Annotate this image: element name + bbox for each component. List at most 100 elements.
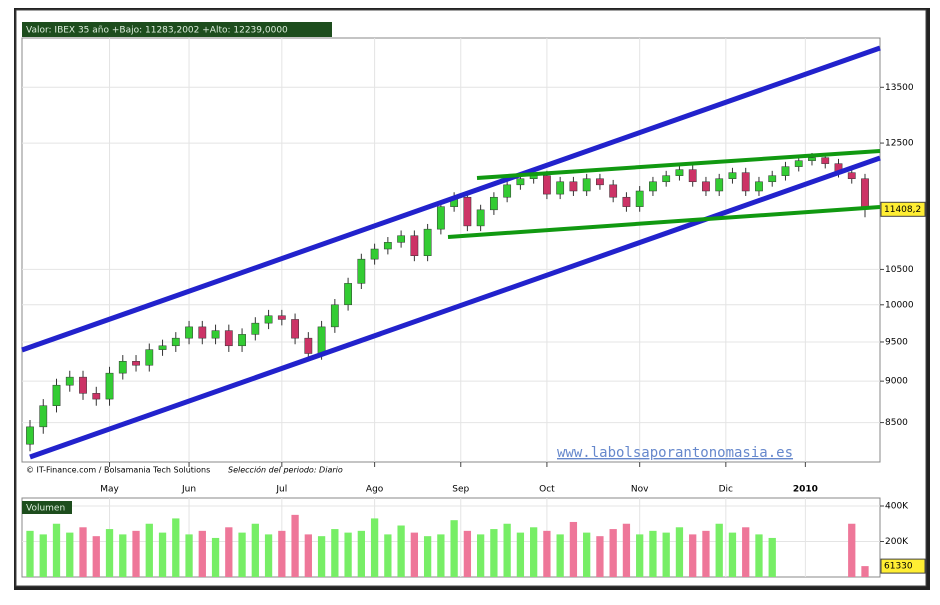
candle-body xyxy=(596,178,604,186)
grid xyxy=(22,38,880,577)
volume-bar xyxy=(503,523,511,577)
last-price-label: 11408,2 xyxy=(884,205,921,215)
volume-bar xyxy=(543,530,551,577)
y-tick-label: 10500 xyxy=(885,265,914,275)
channel-top xyxy=(21,45,881,353)
volume-bar xyxy=(609,529,617,577)
volume-bar xyxy=(848,523,856,577)
candle-body xyxy=(423,228,432,257)
volume-bar xyxy=(463,530,472,577)
candle-body xyxy=(330,304,339,328)
volume-bar xyxy=(861,566,869,577)
x-tick-label: Sep xyxy=(452,485,469,495)
volume-bar xyxy=(304,534,312,577)
x-tick-label: Ago xyxy=(366,485,384,495)
volume-bar xyxy=(583,532,591,577)
candle-body xyxy=(728,172,737,179)
volume-bar xyxy=(119,534,127,577)
volume-bar xyxy=(92,536,100,577)
candle-body xyxy=(582,178,591,192)
volume-bar xyxy=(516,532,525,577)
volume-bar xyxy=(211,537,220,577)
x-tick-label: 2010 xyxy=(793,485,818,495)
range-top xyxy=(476,149,881,180)
volume-bar xyxy=(66,532,74,577)
candle-body xyxy=(516,178,525,186)
candle-body xyxy=(397,235,406,243)
volume-bar xyxy=(317,536,326,577)
candle-body xyxy=(847,172,856,179)
candle-body xyxy=(198,326,207,339)
candle-body xyxy=(264,315,273,324)
candle-body xyxy=(715,178,724,192)
candle-body xyxy=(755,181,763,192)
watermark: www.labolsaporantonomasia.es xyxy=(557,445,793,461)
candle-body xyxy=(145,349,154,366)
volume-bar xyxy=(689,534,697,577)
volume-bar xyxy=(172,518,180,577)
volume-bar xyxy=(225,527,233,577)
y-tick-label: 10000 xyxy=(885,300,914,310)
candle-body xyxy=(489,196,498,211)
price-panel xyxy=(21,37,881,463)
channel-bottom xyxy=(29,155,881,460)
candle-body xyxy=(410,235,419,257)
candle-body xyxy=(105,372,114,400)
y-tick-label: 400K xyxy=(885,501,909,511)
volume-bar xyxy=(675,527,684,577)
candle-body xyxy=(171,337,180,347)
candle-body xyxy=(463,196,472,227)
volume-bar xyxy=(715,523,723,577)
x-tick-label: Jul xyxy=(275,485,287,495)
volume-bar xyxy=(742,527,750,577)
candle-body xyxy=(569,181,578,192)
x-tick-label: May xyxy=(100,485,119,495)
volume-bar xyxy=(52,523,61,577)
candle-body xyxy=(224,330,233,347)
period: Selección del periodo: Diario xyxy=(228,465,343,475)
volume-label: Volumen xyxy=(26,504,65,514)
candle-body xyxy=(609,184,618,198)
candle-body xyxy=(622,196,631,207)
last-price-box xyxy=(880,201,926,217)
volume-bar xyxy=(556,534,564,577)
candle-body xyxy=(357,258,366,284)
volume-bar xyxy=(198,530,206,577)
last-volume-box xyxy=(880,558,926,574)
candle-body xyxy=(543,175,551,195)
volume-bar xyxy=(702,530,710,577)
trend-lines xyxy=(21,45,881,460)
candle-body xyxy=(79,376,87,394)
last-volume-label: 61330 xyxy=(884,562,913,572)
candle-body xyxy=(211,330,220,339)
candle-body xyxy=(781,166,790,176)
candle-body xyxy=(556,181,565,195)
volume-bar xyxy=(450,520,458,577)
volume-bar xyxy=(145,523,153,577)
source: © IT-Finance.com / Bolsamania Tech Solut… xyxy=(26,466,210,475)
volume-bar xyxy=(39,534,47,577)
volume-bar xyxy=(636,534,644,577)
candle-body xyxy=(52,384,61,406)
candle-body xyxy=(132,361,140,366)
volume-bar xyxy=(476,534,485,577)
volume-bar xyxy=(569,521,578,577)
volume-bar xyxy=(344,532,352,577)
candle-body xyxy=(158,345,167,350)
candle-body xyxy=(317,326,326,354)
candle-body xyxy=(39,405,48,428)
candle-body xyxy=(238,334,246,347)
candle-body xyxy=(702,181,710,192)
candle-body xyxy=(26,426,34,445)
candle-body xyxy=(794,160,803,167)
volume-bar xyxy=(622,523,631,577)
volume-bar xyxy=(423,536,432,577)
candle-body xyxy=(65,376,74,386)
range-bottom xyxy=(447,205,881,239)
volume-bar xyxy=(185,534,193,577)
candle-body xyxy=(688,169,697,183)
candle-body xyxy=(675,169,684,176)
volume-bar xyxy=(662,532,670,577)
